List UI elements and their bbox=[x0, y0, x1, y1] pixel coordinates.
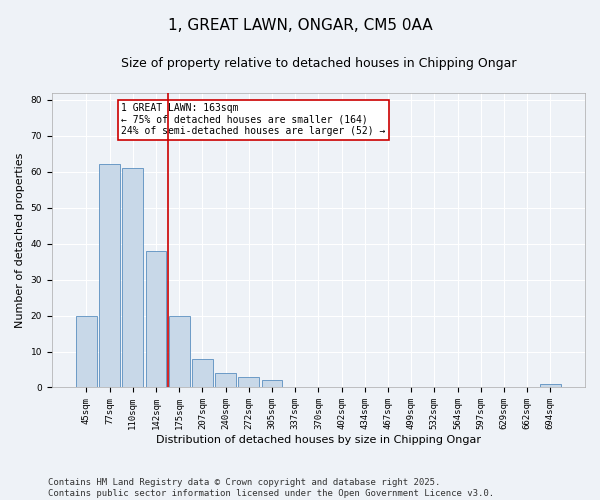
Bar bbox=[192, 358, 213, 388]
Bar bbox=[215, 373, 236, 388]
Text: 1, GREAT LAWN, ONGAR, CM5 0AA: 1, GREAT LAWN, ONGAR, CM5 0AA bbox=[167, 18, 433, 32]
Bar bbox=[169, 316, 190, 388]
Bar bbox=[146, 251, 166, 388]
X-axis label: Distribution of detached houses by size in Chipping Ongar: Distribution of detached houses by size … bbox=[156, 435, 481, 445]
Bar bbox=[99, 164, 120, 388]
Bar bbox=[540, 384, 561, 388]
Bar bbox=[122, 168, 143, 388]
Bar bbox=[238, 376, 259, 388]
Bar bbox=[76, 316, 97, 388]
Text: 1 GREAT LAWN: 163sqm
← 75% of detached houses are smaller (164)
24% of semi-deta: 1 GREAT LAWN: 163sqm ← 75% of detached h… bbox=[121, 104, 386, 136]
Bar bbox=[262, 380, 283, 388]
Y-axis label: Number of detached properties: Number of detached properties bbox=[15, 152, 25, 328]
Title: Size of property relative to detached houses in Chipping Ongar: Size of property relative to detached ho… bbox=[121, 58, 516, 70]
Text: Contains HM Land Registry data © Crown copyright and database right 2025.
Contai: Contains HM Land Registry data © Crown c… bbox=[48, 478, 494, 498]
